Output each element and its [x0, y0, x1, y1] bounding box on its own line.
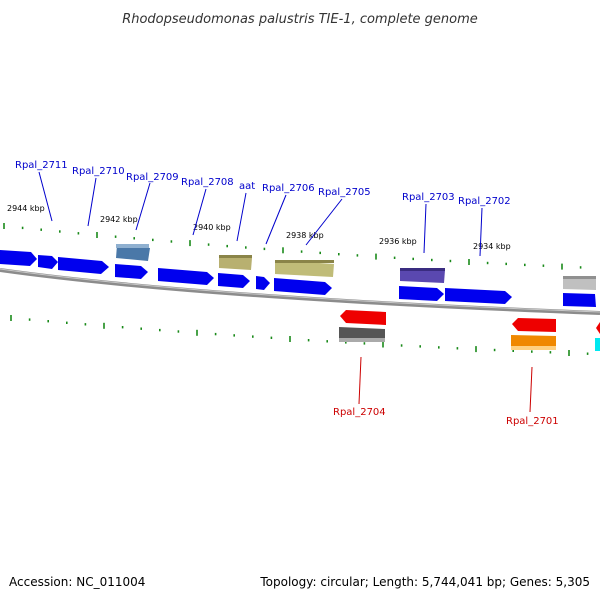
gene-label[interactable]: Rpal_2708 [181, 177, 234, 188]
gene-arrow[interactable] [115, 264, 148, 279]
gene-arrow[interactable] [563, 276, 596, 290]
gene-arrow[interactable] [275, 260, 334, 277]
label-leaders-reverse [358, 356, 533, 413]
gene-label[interactable]: Rpal_2705 [318, 187, 371, 198]
gene-arrow[interactable] [218, 273, 250, 288]
scale-label: 2944 kbp [7, 204, 45, 213]
gene-arrow[interactable] [274, 278, 332, 295]
gene-arrow[interactable] [256, 276, 270, 290]
scale-label: 2942 kbp [100, 215, 138, 224]
gene-label[interactable]: Rpal_2709 [126, 172, 179, 183]
gene-arrow[interactable] [399, 286, 444, 301]
gene-label[interactable]: Rpal_2702 [458, 196, 511, 207]
gene-arrow[interactable] [340, 310, 386, 325]
scale-label: 2936 kbp [379, 237, 417, 246]
gene-arrow[interactable] [38, 255, 58, 269]
gene-arrow[interactable] [158, 268, 214, 285]
reverse-genes [339, 310, 600, 351]
gene-label[interactable]: Rpal_2704 [333, 407, 386, 418]
accession-text: Accession: NC_011004 [9, 575, 145, 589]
gene-labels-reverse: Rpal_2704 Rpal_2701 [333, 407, 559, 427]
gene-label[interactable]: Rpal_2706 [262, 183, 315, 194]
gene-arrow[interactable] [58, 257, 109, 274]
gene-arrow[interactable] [445, 288, 512, 304]
gene-labels-forward: Rpal_2711 Rpal_2710 Rpal_2709 Rpal_2708 … [15, 160, 511, 207]
genome-backbone [0, 268, 600, 315]
scale-label: 2938 kbp [286, 231, 324, 240]
gene-arrow[interactable] [116, 245, 150, 261]
gene-arrow[interactable] [0, 250, 37, 266]
gene-arrow[interactable] [596, 322, 600, 334]
gene-label[interactable]: Rpal_2701 [506, 416, 559, 427]
genome-title: Rhodopseudomonas palustris TIE-1, comple… [122, 12, 478, 27]
scale-ticks-upper [3, 223, 582, 270]
gene-arrow[interactable] [400, 268, 445, 283]
forward-genes [0, 244, 596, 307]
gene-label[interactable]: aat [239, 181, 255, 192]
gene-label[interactable]: Rpal_2710 [72, 166, 125, 177]
topology-summary: Topology: circular; Length: 5,744,041 bp… [259, 575, 590, 589]
scale-label: 2934 kbp [473, 242, 511, 251]
gene-label[interactable]: Rpal_2711 [15, 160, 68, 171]
gene-label[interactable]: Rpal_2703 [402, 192, 455, 203]
gene-arrow[interactable] [563, 293, 596, 307]
gene-arrow[interactable] [512, 318, 556, 332]
scale-label: 2940 kbp [193, 223, 231, 232]
label-leaders-forward [38, 171, 483, 257]
scale-ticks-lower [10, 315, 589, 356]
gene-arrow[interactable] [219, 255, 252, 270]
scale-labels: 2944 kbp 2942 kbp 2940 kbp 2938 kbp 2936… [7, 204, 511, 251]
gene-arrow[interactable] [595, 338, 600, 351]
